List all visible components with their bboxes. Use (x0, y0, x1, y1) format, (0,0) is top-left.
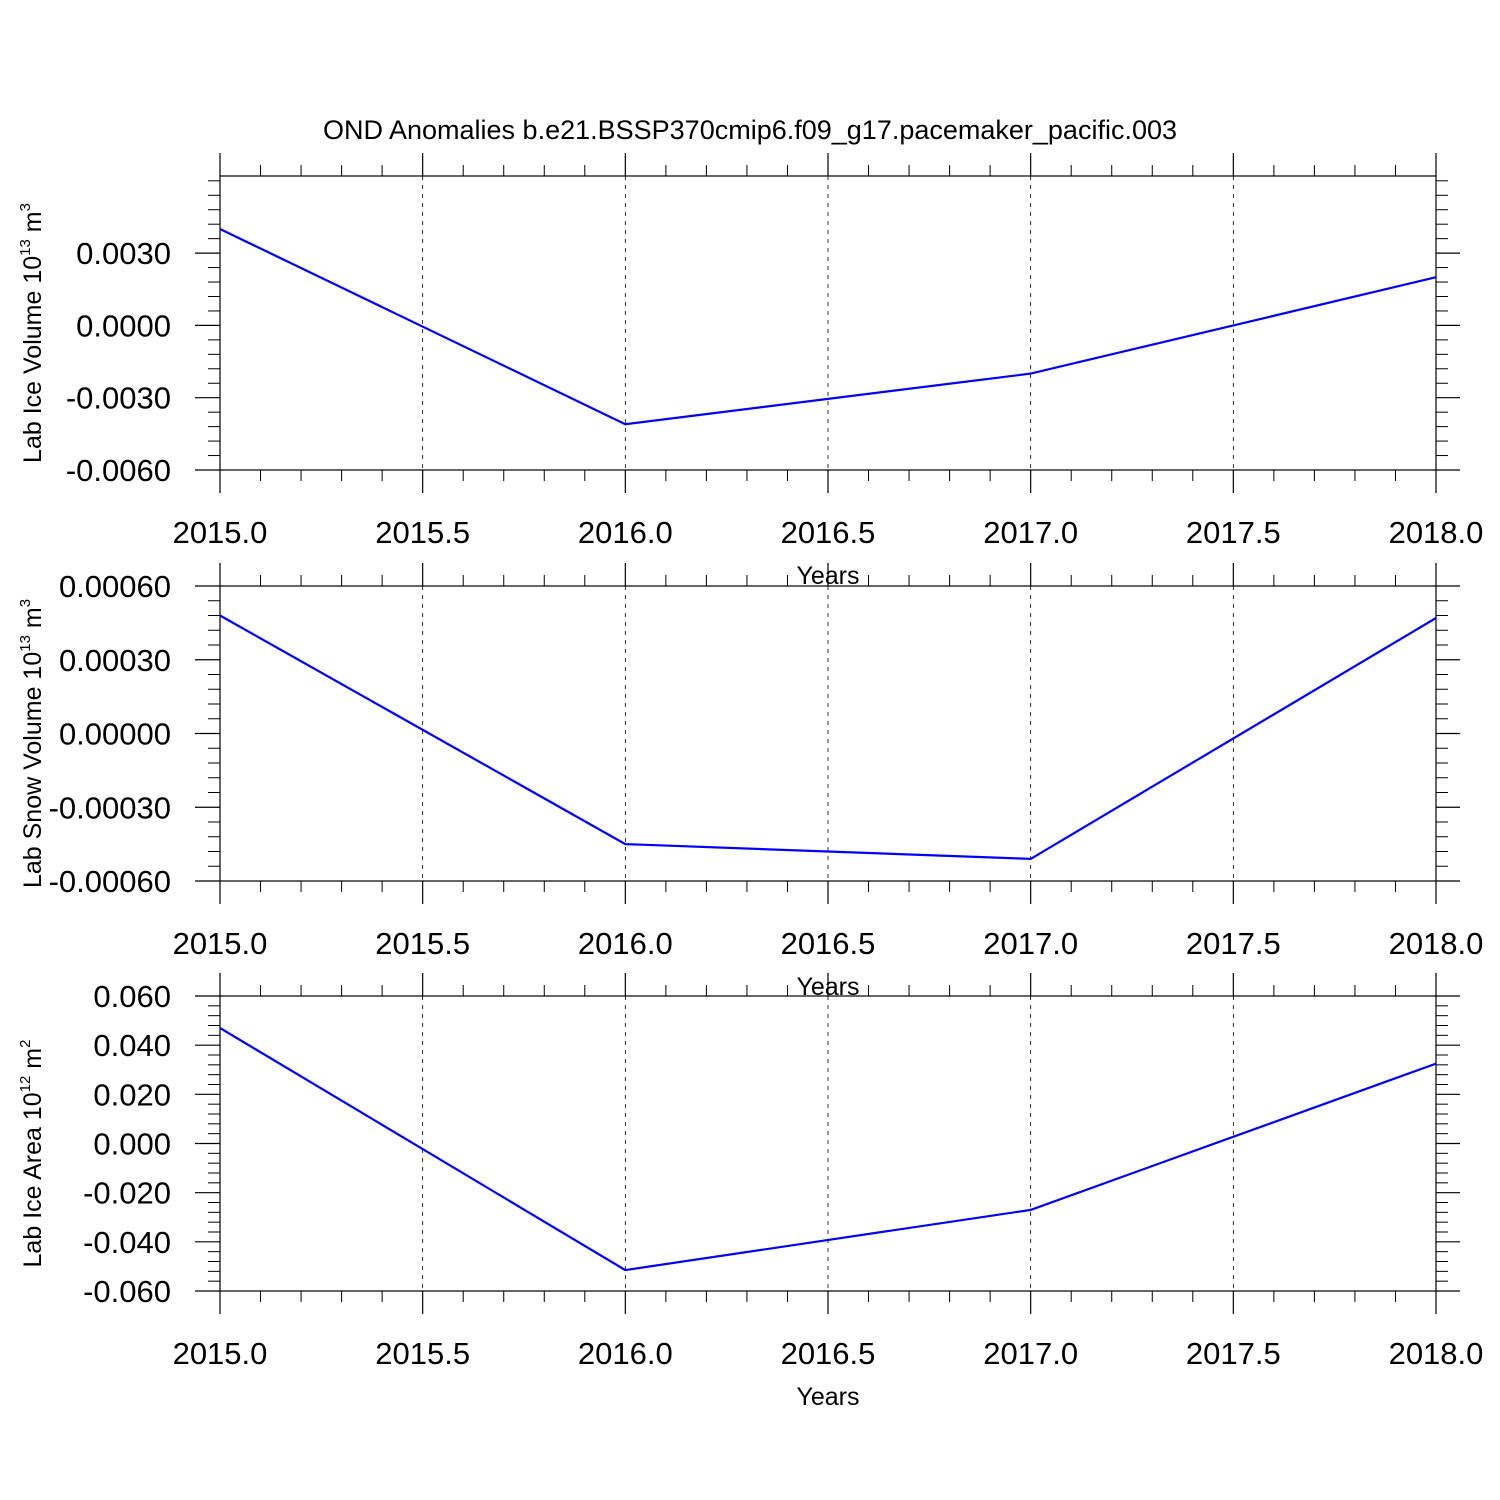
y-axis-title-exponent: 13 (17, 635, 34, 652)
x-tick-label: 2018.0 (1389, 1336, 1484, 1371)
y-tick-label: 0.000 (93, 1127, 171, 1162)
y-axis-title: Lab Ice Volume 1013 m3 (17, 203, 47, 463)
x-tick-label: 2017.0 (983, 1336, 1078, 1371)
y-tick-label: 0.0030 (76, 236, 171, 271)
panel-ice-volume: 2015.0 2015.5 2016.0 2016.5 2017.0 2017.5 2018… (17, 153, 1483, 590)
series-line (219, 228, 1437, 426)
x-tick-label: 2017.0 (983, 515, 1078, 550)
y-axis-title-exponent: 13 (17, 239, 34, 256)
series-line (219, 1027, 1437, 1272)
y-axis-title: Lab Snow Volume 1013 m3 (17, 599, 47, 888)
y-tick-label: 0.00030 (59, 643, 171, 678)
y-axis-title-unit: m (19, 211, 47, 239)
y-tick-label: 0.0000 (76, 308, 171, 343)
y-tick-label: 0.00060 (59, 569, 171, 604)
y-axis-title: Lab Ice Area 1012 m2 (17, 1040, 47, 1268)
y-axis-title-text: Lab Ice Volume 10 (19, 256, 47, 463)
x-tick-label: 2018.0 (1389, 515, 1484, 550)
series-line (219, 614, 1437, 861)
x-tick-label: 2016.0 (578, 926, 673, 961)
x-tick-label: 2015.5 (375, 515, 470, 550)
x-tick-label: 2015.0 (173, 926, 268, 961)
x-tick-label: 2016.5 (781, 515, 876, 550)
x-tick-label: 2016.5 (781, 1336, 876, 1371)
x-tick-label: 2017.5 (1186, 1336, 1281, 1371)
y-axis-title-text: Lab Snow Volume 10 (19, 652, 47, 888)
y-tick-label: -0.00060 (49, 864, 171, 899)
y-tick-label: -0.020 (83, 1176, 171, 1211)
x-tick-label: 2018.0 (1389, 926, 1484, 961)
y-tick-label: 0.040 (93, 1028, 171, 1063)
panel-ice-area: 2015.0 2015.5 2016.0 2016.5 2017.0 2017.5 2018… (17, 973, 1483, 1411)
y-axis-title-exponent: 12 (17, 1076, 34, 1093)
figure-title: OND Anomalies b.e21.BSSP370cmip6.f09_g17… (323, 115, 1177, 145)
x-tick-label: 2015.0 (173, 1336, 268, 1371)
y-axis-title-unit-exponent: 3 (17, 599, 34, 607)
y-tick-label: -0.0060 (66, 453, 171, 488)
x-tick-label: 2017.5 (1186, 515, 1281, 550)
y-axis-title-unit: m (19, 1048, 47, 1076)
y-tick-label: 0.00000 (59, 717, 171, 752)
y-axis-title-unit: m (19, 607, 47, 635)
x-tick-label: 2015.0 (173, 515, 268, 550)
y-tick-label: 0.020 (93, 1077, 171, 1112)
y-tick-label: -0.00030 (49, 790, 171, 825)
panel-snow-volume: 2015.0 2015.5 2016.0 2016.5 2017.0 2017.5 2018… (17, 563, 1483, 1001)
y-axis-title-text: Lab Ice Area 10 (19, 1092, 47, 1267)
x-axis-title: Years (796, 1383, 859, 1411)
y-tick-label: -0.060 (83, 1274, 171, 1309)
y-axis-title-unit-exponent: 2 (17, 1040, 34, 1048)
x-tick-label: 2016.0 (578, 1336, 673, 1371)
y-axis-title-unit-exponent: 3 (17, 203, 34, 211)
y-tick-label: -0.0030 (66, 381, 171, 416)
x-tick-label: 2016.0 (578, 515, 673, 550)
y-tick-label: -0.040 (83, 1225, 171, 1260)
x-tick-label: 2017.0 (983, 926, 1078, 961)
x-tick-label: 2015.5 (375, 1336, 470, 1371)
y-tick-label: 0.060 (93, 979, 171, 1014)
x-tick-label: 2017.5 (1186, 926, 1281, 961)
x-tick-label: 2016.5 (781, 926, 876, 961)
x-tick-label: 2015.5 (375, 926, 470, 961)
